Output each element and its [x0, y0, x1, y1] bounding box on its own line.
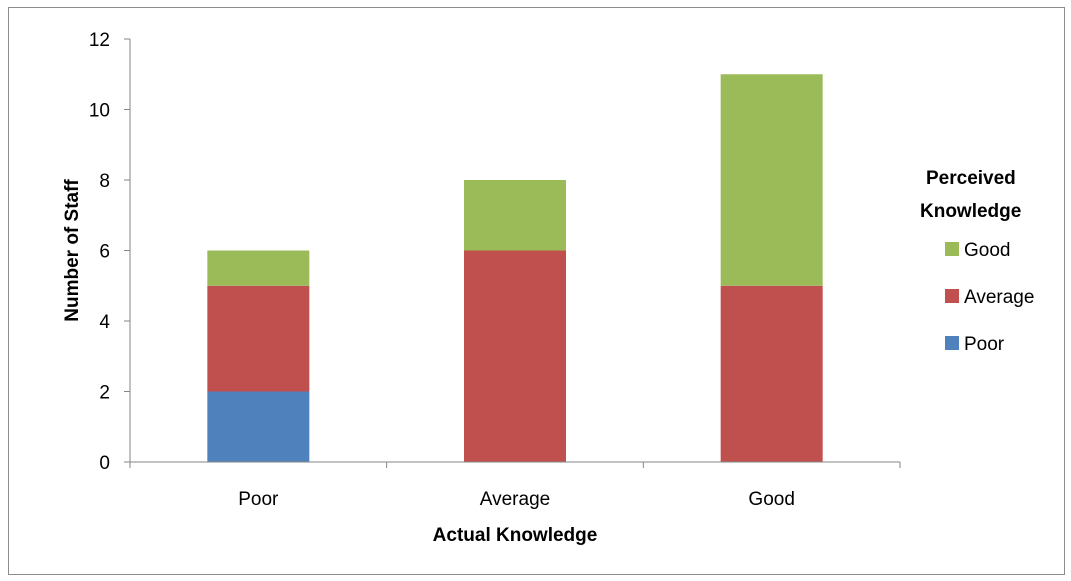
legend-label-poor: Poor: [964, 334, 1005, 355]
x-tick-label: Poor: [238, 489, 279, 510]
bar-segment-good-average: [720, 285, 823, 462]
x-ticks-group: Poor Average Good: [129, 462, 901, 510]
legend: Perceived Knowledge Good Average Poor: [920, 168, 1034, 355]
legend-items: Good Average Poor: [945, 240, 1034, 355]
bar-segment-poor-average: [207, 285, 310, 392]
legend-swatch-average: [945, 289, 959, 303]
y-tick-label: 10: [89, 101, 110, 122]
legend-title-line-1: Perceived: [926, 168, 1016, 189]
y-axis-title: Number of Staff: [62, 179, 83, 322]
bars-group: [207, 74, 823, 462]
y-tick-label: 6: [99, 242, 110, 263]
bar-segment-poor-good: [207, 250, 310, 286]
x-tick-label: Average: [480, 489, 550, 510]
legend-swatch-poor: [945, 336, 959, 350]
bar-segment-poor-poor: [207, 391, 310, 462]
y-tick-label: 12: [89, 30, 110, 51]
bar-segment-average-average: [464, 250, 566, 462]
y-ticks-group: 0 2 4 6 8 10 12: [89, 30, 130, 474]
legend-label-average: Average: [964, 287, 1034, 308]
y-tick-label: 2: [99, 383, 110, 404]
y-tick-label: 4: [99, 312, 110, 333]
x-axis-title: Actual Knowledge: [433, 525, 598, 546]
legend-title-line-2: Knowledge: [920, 201, 1021, 222]
legend-label-good: Good: [964, 240, 1010, 261]
x-tick-label: Good: [748, 489, 794, 510]
y-tick-label: 0: [99, 453, 110, 474]
bar-segment-good-good: [720, 74, 823, 286]
legend-swatch-good: [945, 242, 959, 256]
y-tick-label: 8: [99, 171, 110, 192]
bar-segment-average-good: [464, 180, 566, 251]
